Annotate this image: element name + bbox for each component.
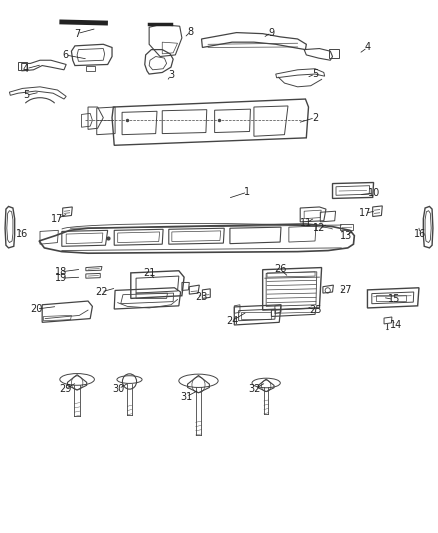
Text: 32: 32 (249, 384, 261, 394)
Text: 3: 3 (168, 70, 174, 80)
Text: 25: 25 (309, 305, 321, 315)
Text: 15: 15 (388, 294, 400, 304)
Text: 7: 7 (74, 29, 80, 39)
Text: 13: 13 (339, 231, 352, 241)
Text: 5: 5 (312, 69, 318, 79)
Bar (376, 295, 406, 301)
Bar (329, 49, 339, 58)
Bar (18, 62, 27, 70)
Text: 27: 27 (339, 286, 352, 295)
Text: 16: 16 (414, 229, 426, 239)
Text: 4: 4 (364, 43, 371, 52)
Text: 23: 23 (195, 292, 208, 302)
Text: 16: 16 (16, 229, 28, 239)
Text: 17: 17 (51, 214, 64, 224)
Text: 4: 4 (23, 64, 29, 74)
Text: 9: 9 (268, 28, 275, 38)
Text: 24: 24 (226, 316, 238, 326)
Text: 12: 12 (313, 223, 325, 233)
Text: 10: 10 (368, 188, 380, 198)
Text: 22: 22 (95, 287, 107, 297)
Text: 11: 11 (300, 218, 312, 228)
Text: 26: 26 (274, 264, 286, 274)
Text: 8: 8 (187, 27, 194, 37)
Text: 30: 30 (113, 384, 125, 394)
Text: 1: 1 (244, 187, 251, 197)
Text: 29: 29 (59, 384, 71, 394)
Text: 2: 2 (312, 112, 318, 123)
Text: 18: 18 (55, 267, 67, 277)
Text: 6: 6 (62, 50, 68, 60)
Bar (340, 224, 353, 230)
Text: 20: 20 (30, 304, 42, 314)
Text: 31: 31 (180, 392, 192, 402)
Text: 5: 5 (23, 90, 29, 100)
Text: 21: 21 (143, 268, 155, 278)
Text: 17: 17 (359, 208, 371, 219)
Text: 19: 19 (55, 273, 67, 283)
Bar (241, 312, 272, 319)
Text: 14: 14 (390, 320, 402, 330)
